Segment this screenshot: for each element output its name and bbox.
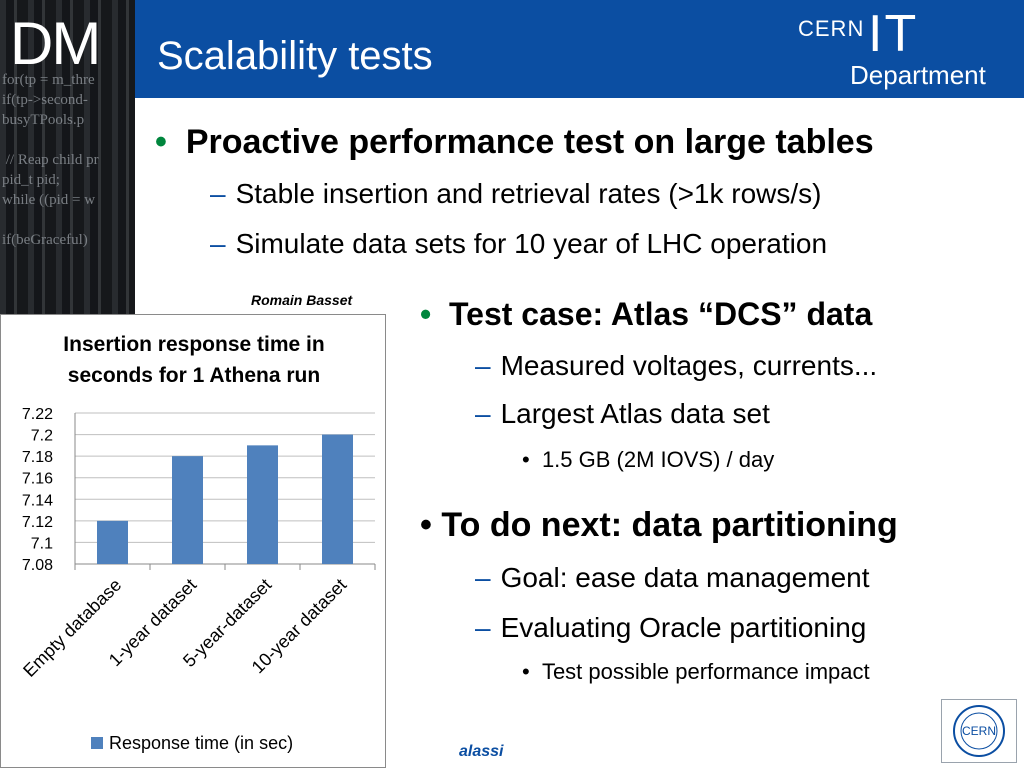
sidebar-background: for(tp = m_thre if(tp->second- busyTPool…	[0, 0, 135, 330]
cern-emblem-label: CERN	[962, 724, 996, 738]
y-tick-label: 7.2	[31, 428, 53, 445]
bullet-dot: •	[420, 506, 432, 544]
cern-corner-logo: CERN	[941, 699, 1017, 763]
chart-panel: Insertion response time in seconds for 1…	[0, 314, 386, 768]
sub-bullet-simulate-data: – Simulate data sets for 10 year of LHC o…	[210, 228, 828, 259]
sub-bullet-evaluating: – Evaluating Oracle partitioning	[475, 612, 867, 643]
department-logo-text: Department	[850, 60, 986, 90]
bullet-dot: •	[420, 296, 432, 332]
sub-sub-bullet-impact: • Test possible performance impact	[522, 659, 870, 684]
y-tick-label: 7.14	[22, 492, 53, 509]
dash-icon: –	[475, 398, 491, 429]
legend-swatch	[91, 737, 103, 749]
cern-logo-text: CERN	[798, 16, 865, 41]
dash-icon: –	[475, 350, 491, 381]
bar	[322, 434, 353, 564]
dash-icon: –	[210, 228, 226, 259]
y-tick-label: 7.16	[22, 471, 53, 488]
bar-chart: 7.08 7.1 7.12 7.14 7.16 7.18 7.2 7.22 Empty data…	[19, 406, 376, 753]
y-tick-label: 7.22	[22, 406, 53, 423]
small-bullet-dot: •	[522, 659, 530, 684]
sub-bullet-stable-rates: – Stable insertion and retrieval rates (>…	[210, 178, 822, 209]
chart-title: Insertion response time in seconds for 1…	[31, 329, 357, 391]
y-tick-label: 7.18	[22, 449, 53, 466]
code-background: for(tp = m_thre if(tp->second- busyTPool…	[2, 72, 99, 248]
chart-title-line-1: Insertion response time in	[63, 333, 325, 356]
legend-label: Response time (in sec)	[109, 733, 293, 753]
bar	[247, 445, 278, 564]
footer-presenter-name: alassi	[459, 743, 504, 760]
bullet-to-do-next: • To do next: data partitioning	[420, 506, 898, 544]
sub-bullet-largest-set: – Largest Atlas data set	[475, 398, 770, 429]
bar	[172, 456, 203, 564]
chart-title-line-2: seconds for 1 Athena run	[67, 364, 321, 387]
sub-bullet-measured: – Measured voltages, currents...	[475, 350, 878, 381]
dash-icon: –	[475, 612, 491, 643]
sidebar-texture	[0, 0, 135, 330]
bullet-proactive-test: • Proactive performance test on large ta…	[155, 123, 874, 161]
dash-icon: –	[475, 562, 491, 593]
bullet-test-case: • Test case: Atlas “DCS” data	[420, 296, 873, 332]
chart-author: Romain Basset	[251, 292, 353, 308]
sub-bullet-goal: – Goal: ease data management	[475, 562, 870, 593]
slide-title: Scalability tests	[157, 34, 433, 78]
cern-emblem-icon: CERN	[953, 705, 1005, 757]
y-tick-label: 7.08	[22, 557, 53, 574]
bar	[97, 520, 128, 564]
y-tick-label: 7.12	[22, 514, 53, 531]
bullet-dot: •	[155, 123, 167, 161]
dm-logo: DM	[10, 10, 101, 77]
y-tick-label: 7.1	[31, 535, 53, 552]
small-bullet-dot: •	[522, 447, 530, 472]
cern-it-logo: CERN IT Department	[798, 6, 1010, 92]
dash-icon: –	[210, 178, 226, 209]
it-logo-text: IT	[868, 5, 919, 63]
sub-sub-bullet-volume: • 1.5 GB (2M IOVS) / day	[522, 447, 775, 472]
title-bar: Scalability tests CERN IT Department	[135, 0, 1024, 98]
x-tick-label: Empty database	[19, 575, 125, 681]
